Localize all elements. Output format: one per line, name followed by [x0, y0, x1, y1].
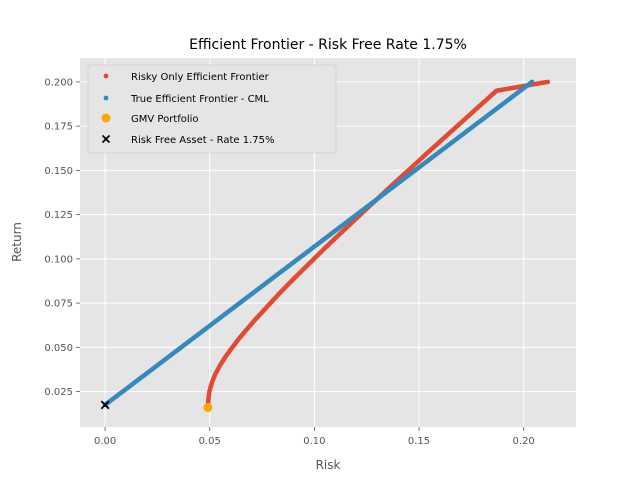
series-risk-free — [100, 400, 110, 410]
legend-marker-risky-frontier — [103, 73, 109, 79]
gmv-point — [203, 403, 213, 413]
legend-item-cml: True Efficient Frontier - CML — [103, 94, 269, 105]
legend-item-gmv: GMV Portfolio — [101, 113, 199, 125]
x-tick-label: 0.20 — [513, 436, 535, 447]
legend-label-risk-free: Risk Free Asset - Rate 1.75% — [131, 135, 274, 146]
x-tick-label: 0.15 — [408, 436, 430, 447]
x-axis-label: Risk — [316, 458, 341, 472]
y-tick-label: 0.100 — [44, 254, 73, 265]
legend-label-gmv: GMV Portfolio — [131, 114, 199, 125]
series-layer — [100, 79, 551, 413]
legend-marker-risk-free — [101, 134, 111, 144]
series-point-cml — [529, 79, 535, 85]
legend-item-risky-frontier: Risky Only Efficient Frontier — [103, 72, 270, 83]
y-tick-label: 0.075 — [44, 299, 73, 310]
x-tick-label: 0.00 — [94, 436, 116, 447]
ticks: 0.00 0.05 0.10 0.15 0.20 0.025 0.050 0.075 0.100… — [44, 77, 534, 447]
legend-box — [87, 64, 337, 154]
legend: Risky Only Efficient Frontier True Effic… — [87, 64, 337, 154]
legend-marker-cml — [103, 95, 109, 101]
x-tick-label: 0.05 — [199, 436, 221, 447]
x-tick-label: 0.10 — [303, 436, 325, 447]
legend-marker-gmv — [101, 113, 111, 123]
legend-label-risky-frontier: Risky Only Efficient Frontier — [131, 72, 270, 83]
series-point-risky-frontier — [545, 79, 551, 85]
y-tick-label: 0.175 — [44, 122, 73, 133]
y-tick-label: 0.025 — [44, 387, 73, 398]
chart-title: Efficient Frontier - Risk Free Rate 1.75… — [189, 37, 467, 53]
y-tick-label: 0.150 — [44, 166, 73, 177]
series-gmv — [203, 403, 213, 413]
y-tick-label: 0.200 — [44, 77, 73, 88]
y-tick-label: 0.050 — [44, 343, 73, 354]
series-cml — [102, 79, 535, 408]
y-tick-label: 0.125 — [44, 210, 73, 221]
risk-free-point — [100, 400, 110, 410]
legend-item-risk-free: Risk Free Asset - Rate 1.75% — [101, 134, 274, 146]
y-axis-label: Return — [10, 222, 24, 262]
legend-label-cml: True Efficient Frontier - CML — [130, 94, 269, 105]
